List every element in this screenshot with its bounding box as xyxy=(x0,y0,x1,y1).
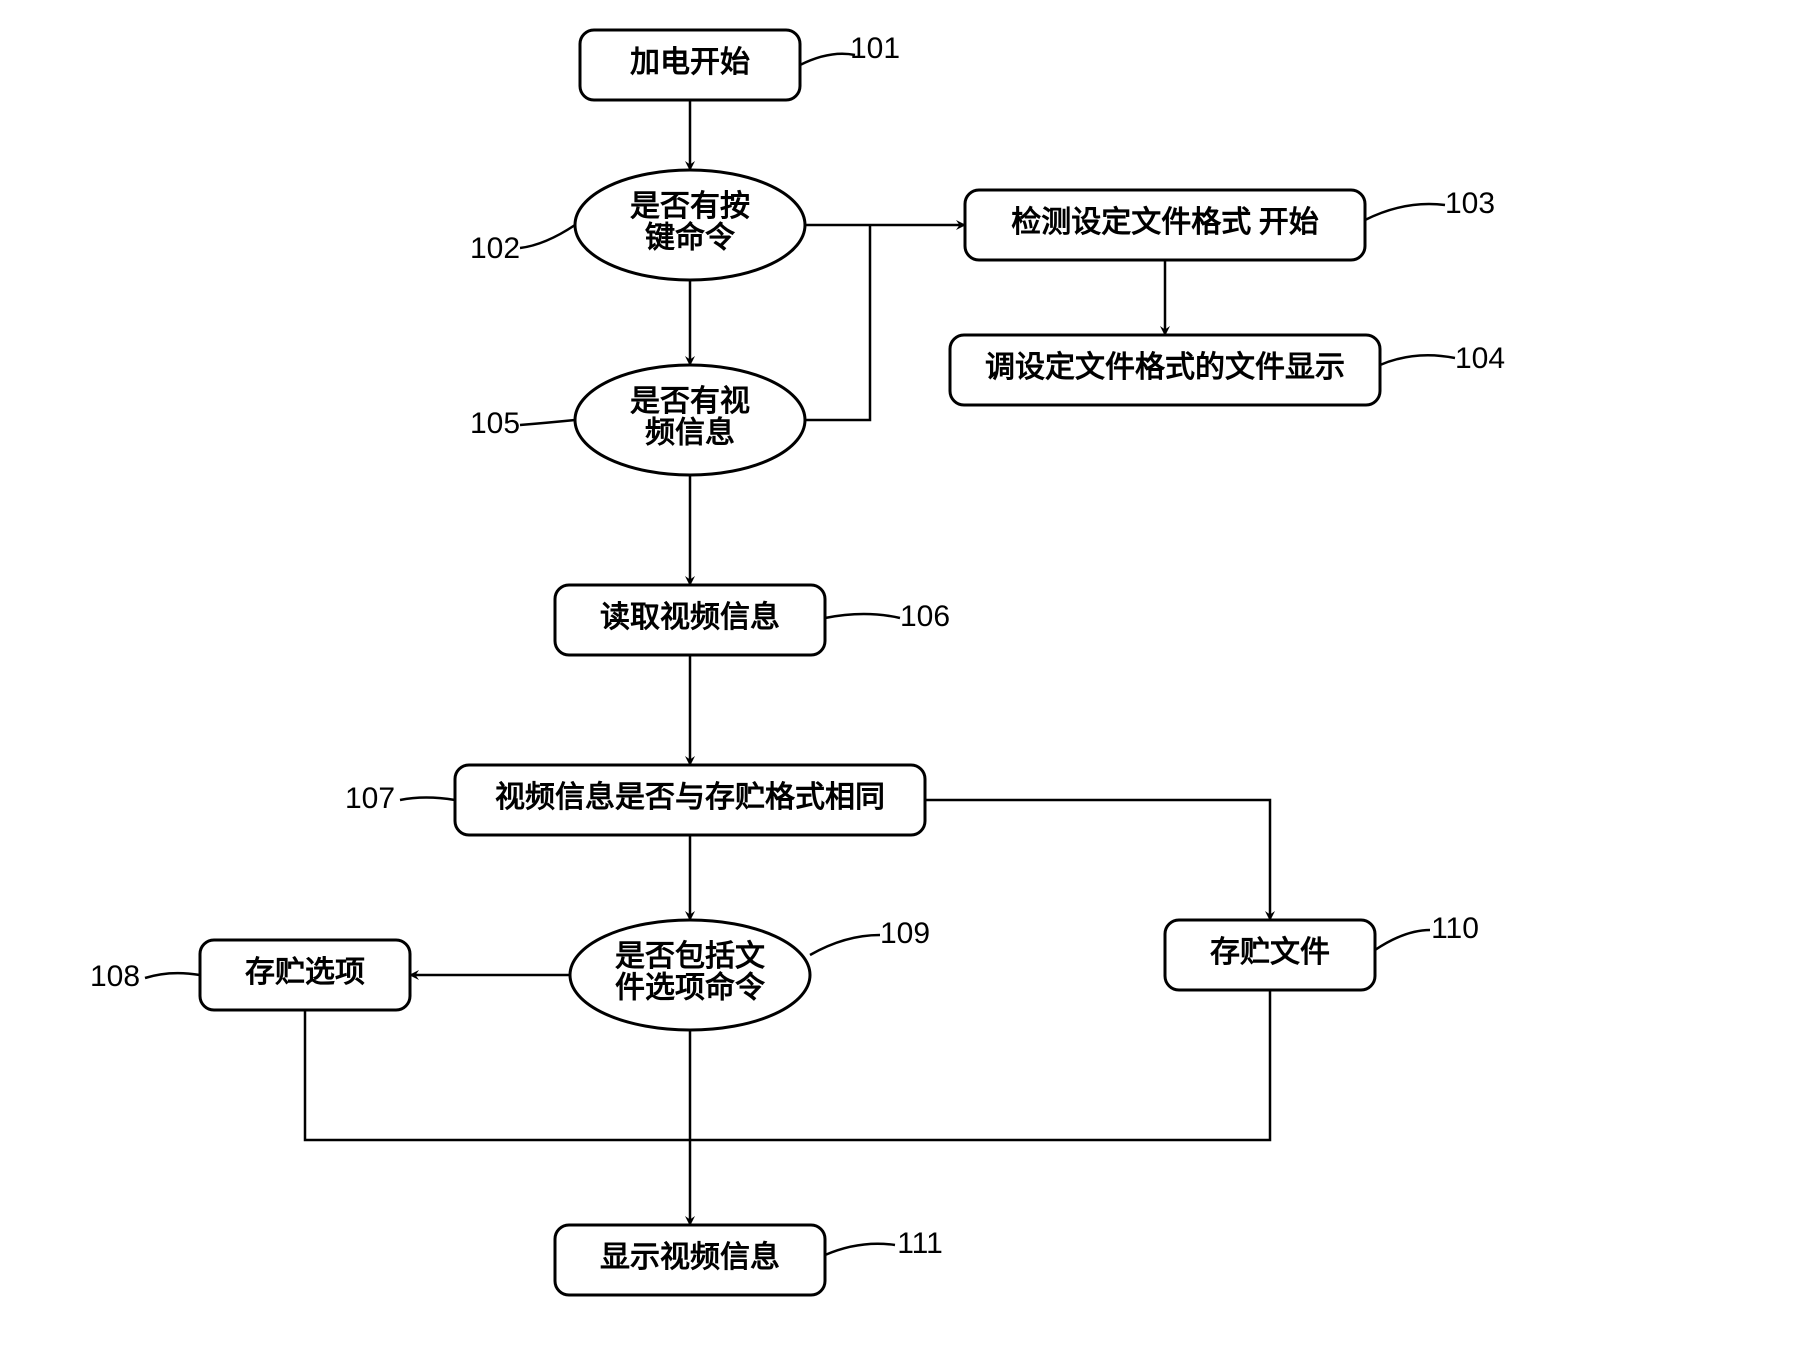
flowchart-diagram: 加电开始是否有按键命令检测设定文件格式 开始调设定文件格式的文件显示是否有视频信… xyxy=(0,0,1810,1358)
reference-label: 104 xyxy=(1455,342,1505,375)
callout-line xyxy=(520,225,575,248)
node-label: 视频信息是否与存贮格式相同 xyxy=(495,780,885,814)
node-label: 读取视频信息 xyxy=(600,600,780,634)
callout-line xyxy=(825,614,900,618)
node-label: 加电开始 xyxy=(630,46,750,79)
reference-label: 111 xyxy=(897,1227,943,1260)
node-n105: 是否有视频信息 xyxy=(575,365,805,475)
node-n106: 读取视频信息 xyxy=(555,585,825,655)
node-label: 是否有按 xyxy=(630,190,750,223)
node-label: 键命令 xyxy=(645,221,736,255)
callout-line xyxy=(1380,355,1455,365)
node-label: 件选项命令 xyxy=(615,971,766,1005)
reference-label: 110 xyxy=(1431,912,1479,945)
reference-label: 107 xyxy=(345,782,395,815)
node-n104: 调设定文件格式的文件显示 xyxy=(950,335,1380,405)
node-n109: 是否包括文件选项命令 xyxy=(570,920,810,1030)
callout-line xyxy=(800,54,855,65)
edge xyxy=(805,225,870,420)
node-label: 是否包括文 xyxy=(615,939,765,973)
edges-layer xyxy=(305,100,1270,1225)
node-label: 检测设定文件格式 开始 xyxy=(1011,205,1319,239)
callout-line xyxy=(810,935,880,955)
node-n107: 视频信息是否与存贮格式相同 xyxy=(455,765,925,835)
node-label: 显示视频信息 xyxy=(600,1240,780,1274)
callout-line xyxy=(825,1244,895,1255)
reference-label: 102 xyxy=(470,232,520,265)
edge xyxy=(305,1010,690,1140)
callout-line xyxy=(400,798,455,801)
node-label: 存贮选项 xyxy=(245,956,365,989)
node-label: 频信息 xyxy=(645,416,735,450)
node-n102: 是否有按键命令 xyxy=(575,170,805,280)
reference-label: 101 xyxy=(850,32,900,65)
edge xyxy=(925,800,1270,920)
reference-label: 103 xyxy=(1445,187,1495,220)
node-label: 是否有视 xyxy=(630,385,750,418)
callout-line xyxy=(1375,930,1430,950)
node-n111: 显示视频信息 xyxy=(555,1225,825,1295)
reference-label: 109 xyxy=(880,917,930,950)
reference-label: 108 xyxy=(90,960,140,993)
node-label: 调设定文件格式的文件显示 xyxy=(985,350,1345,384)
reference-label: 106 xyxy=(900,600,950,633)
node-n101: 加电开始 xyxy=(580,30,800,100)
node-n103: 检测设定文件格式 开始 xyxy=(965,190,1365,260)
callout-line xyxy=(1365,204,1445,220)
callout-line xyxy=(520,420,575,425)
reference-label: 105 xyxy=(470,407,520,440)
callout-line xyxy=(145,973,200,978)
node-n108: 存贮选项 xyxy=(200,940,410,1010)
node-label: 存贮文件 xyxy=(1210,935,1330,969)
nodes-layer: 加电开始是否有按键命令检测设定文件格式 开始调设定文件格式的文件显示是否有视频信… xyxy=(200,30,1380,1295)
node-n110: 存贮文件 xyxy=(1165,920,1375,990)
